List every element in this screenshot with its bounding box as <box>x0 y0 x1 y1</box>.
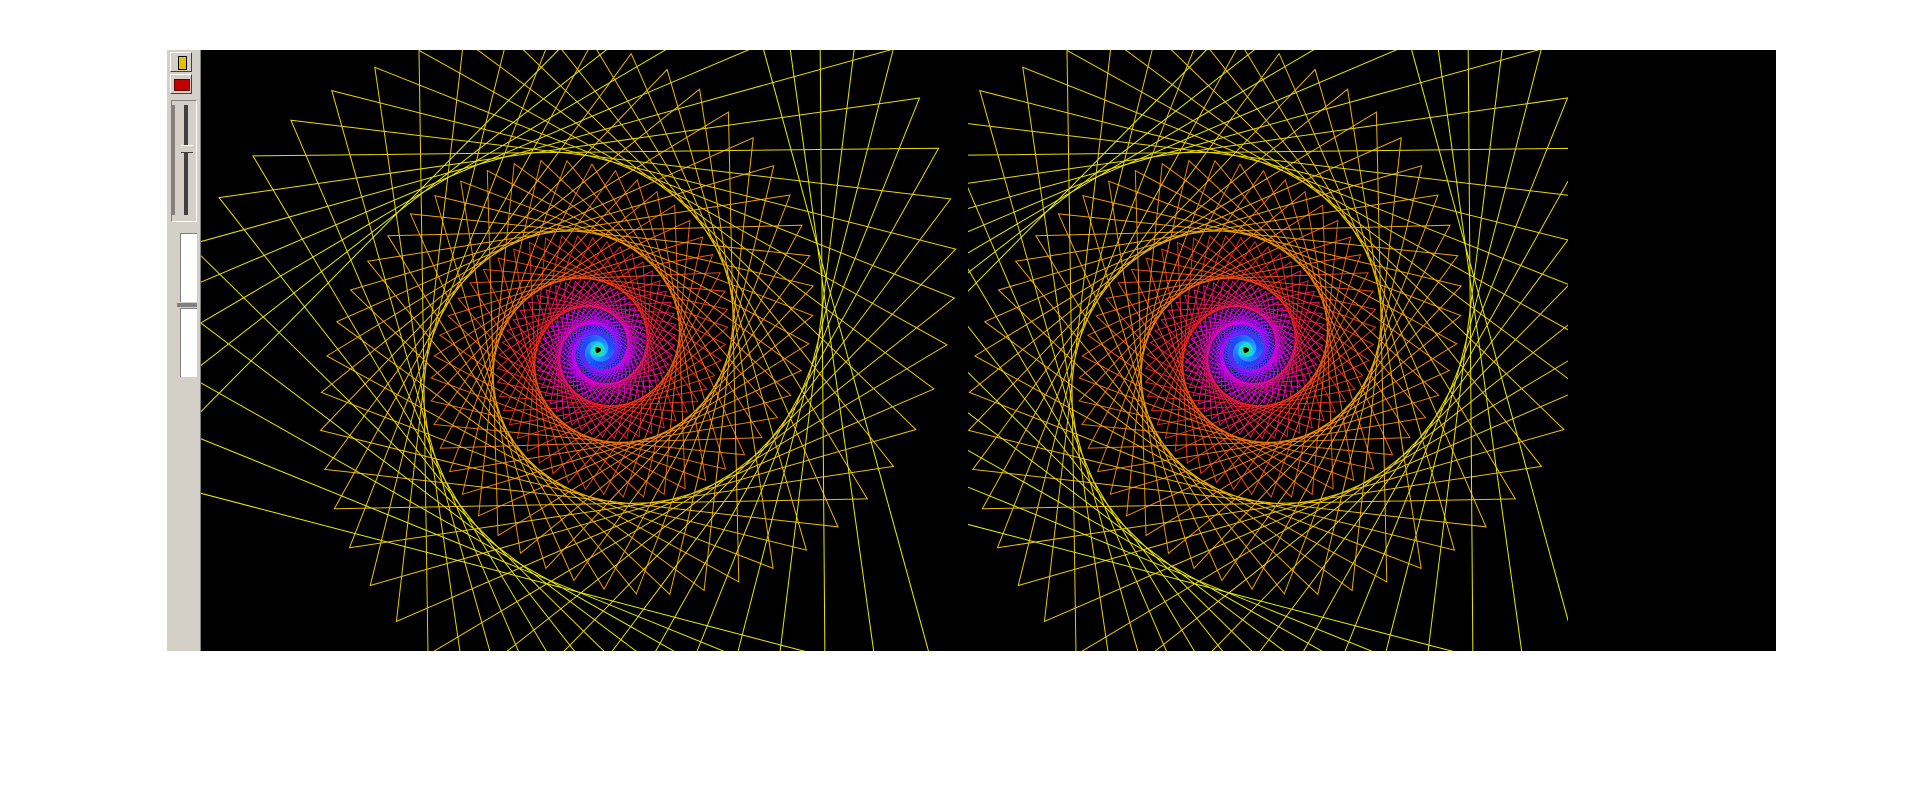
left-panel <box>167 50 968 651</box>
spiral-drawing-left <box>201 50 968 651</box>
upper-pane[interactable] <box>180 233 197 302</box>
app-window <box>167 50 1776 651</box>
scale-ticks <box>172 105 175 215</box>
spiral-canvas-right[interactable] <box>968 50 1568 651</box>
speed-slider-thumb[interactable] <box>181 145 193 153</box>
lower-pane[interactable] <box>180 308 197 377</box>
pane-splitter[interactable] <box>177 303 197 307</box>
spiral-drawing-right <box>968 50 1568 651</box>
spiral-canvas-left[interactable] <box>201 50 968 651</box>
digital-counter-icon <box>174 79 190 91</box>
exit-door-icon <box>178 56 187 70</box>
left-toolbar <box>167 50 201 651</box>
left-spiral-triangle <box>201 50 883 651</box>
exit-button[interactable] <box>170 52 192 72</box>
right-spiral-triangle <box>1023 67 1568 651</box>
counter-button[interactable] <box>170 74 192 94</box>
speed-slider-track[interactable] <box>184 105 188 215</box>
right-panel <box>968 50 1776 651</box>
